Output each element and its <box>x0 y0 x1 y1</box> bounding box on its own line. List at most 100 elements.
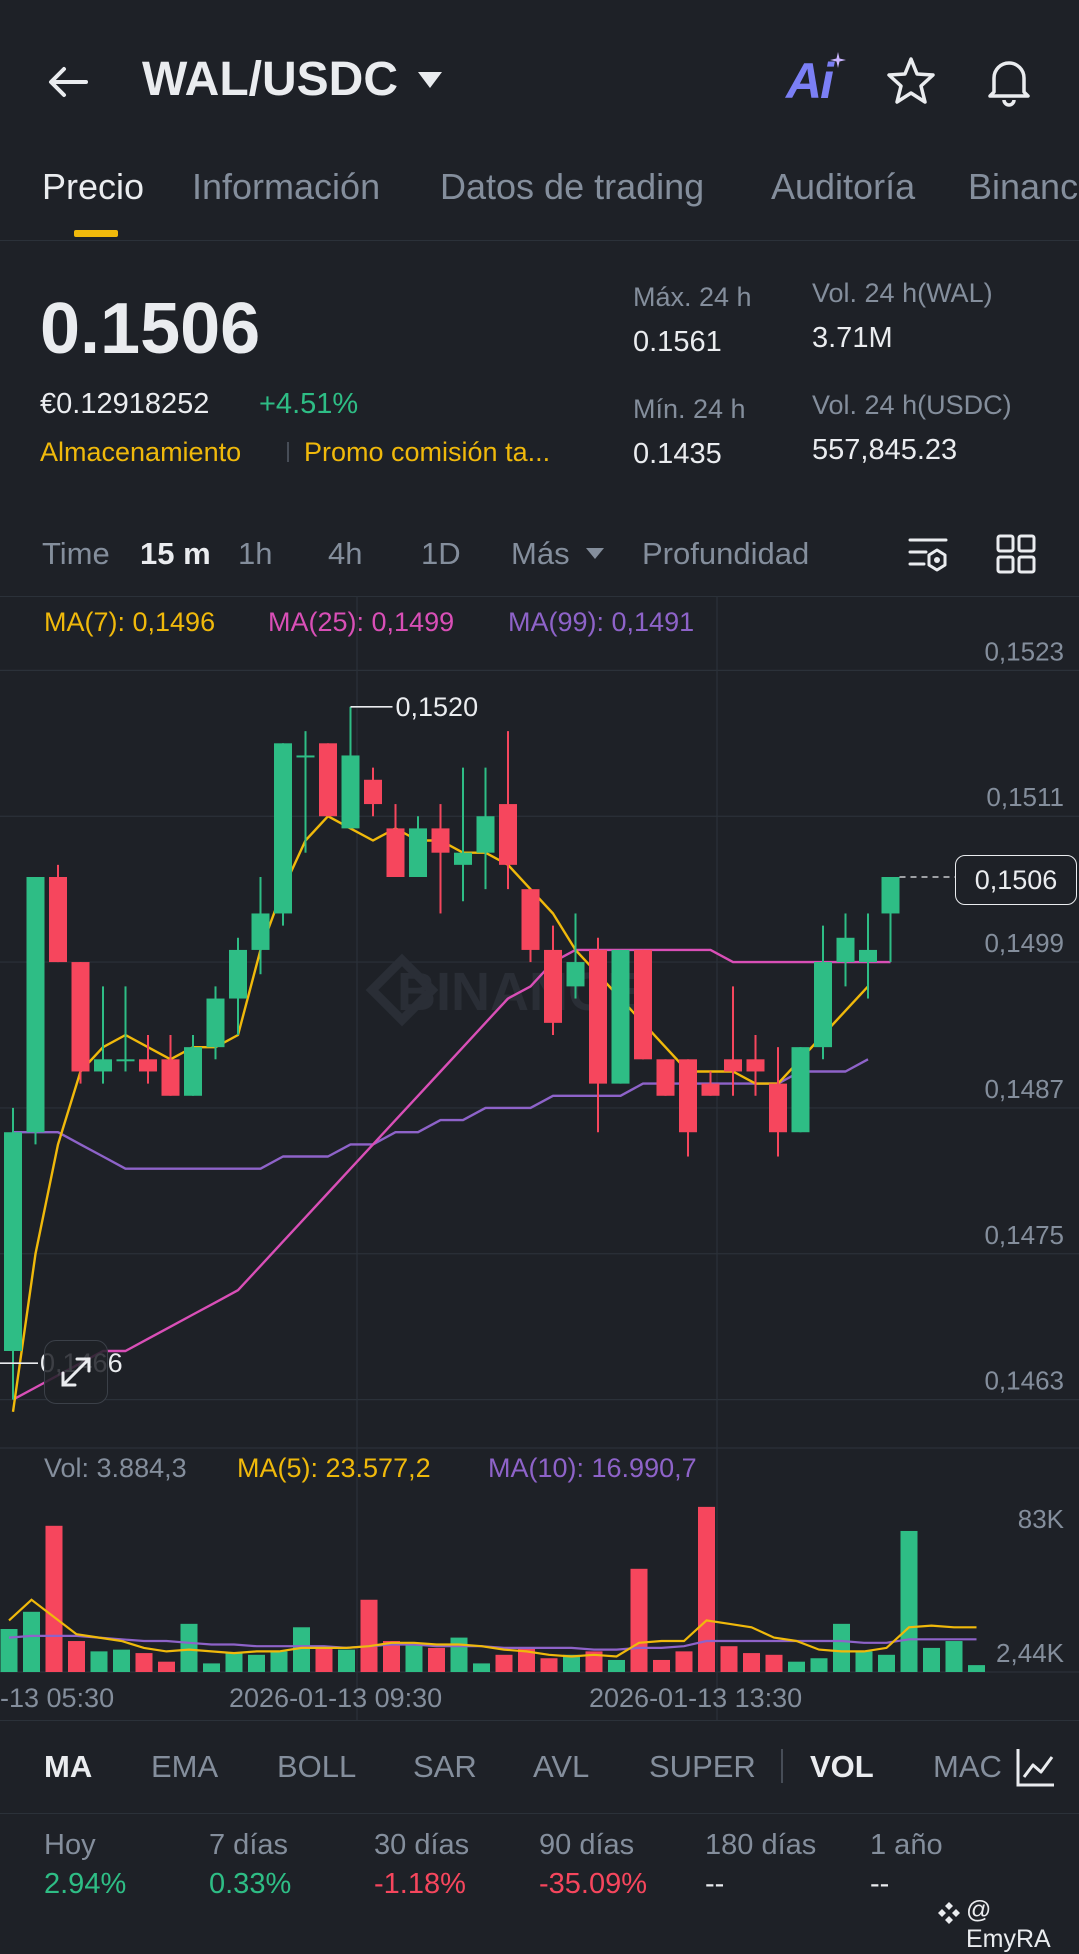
perf-value-1y: -- <box>870 1868 890 1900</box>
interval-15m[interactable]: 15 m <box>140 536 211 571</box>
time-label-1: -13 05:30 <box>0 1683 115 1713</box>
interval-1d[interactable]: 1D <box>421 536 461 571</box>
price-axis-label: 0,1499 <box>984 928 1064 958</box>
interval-1h[interactable]: 1h <box>238 536 273 571</box>
volume-bar <box>135 1653 153 1672</box>
ma25-legend: MA(25): 0,1499 <box>268 607 455 637</box>
perf-value-30d: -1.18% <box>374 1868 466 1900</box>
interval-4h[interactable]: 4h <box>328 536 363 571</box>
volume-bar <box>338 1649 355 1672</box>
category-tag[interactable]: Almacenamiento <box>40 437 242 467</box>
volume-bar <box>833 1623 850 1672</box>
indicator-vol[interactable]: VOL <box>810 1749 874 1784</box>
candle-body <box>791 1047 810 1133</box>
candle-body <box>4 1132 22 1351</box>
candle-body <box>409 828 427 877</box>
volume-bar <box>765 1654 783 1672</box>
star-icon[interactable] <box>884 54 938 108</box>
tab-datos-trading[interactable]: Datos de trading <box>440 166 705 207</box>
more-caret-icon[interactable] <box>585 546 605 560</box>
ai-assistant-button[interactable]: Ai <box>786 53 834 109</box>
volume-bar <box>68 1641 85 1672</box>
back-arrow-icon[interactable] <box>44 58 92 106</box>
price-axis-label: 0,1523 <box>984 636 1064 666</box>
candle-body <box>701 1083 720 1096</box>
volume-axis-label: 2,44K <box>996 1638 1065 1668</box>
candle-body <box>679 1059 697 1133</box>
vol-ma5-line <box>8 1598 977 1658</box>
ma99-line <box>13 1058 869 1170</box>
vol-ma10-legend: MA(10): 16.990,7 <box>488 1453 697 1483</box>
candle-body <box>26 877 45 1133</box>
indicator-ma[interactable]: MA <box>44 1749 93 1784</box>
tab-informacion[interactable]: Información <box>192 166 381 207</box>
tab-auditoria[interactable]: Auditoría <box>771 166 916 207</box>
volume-bar <box>203 1663 220 1672</box>
candlestick-chart[interactable]: 0,15230,15110,14990,14870,14750,1463BINA… <box>0 596 1079 1720</box>
binance-watermark-logo <box>365 953 439 1027</box>
indicator-avl[interactable]: AVL <box>533 1749 590 1784</box>
tab-precio[interactable]: Precio <box>42 166 145 207</box>
volume-bar <box>518 1647 535 1672</box>
caret-down-icon[interactable] <box>416 68 444 92</box>
indicator-tabs: MA EMA BOLL SAR AVL SUPER VOL MAC <box>0 1720 1079 1814</box>
volume-bar <box>900 1530 918 1672</box>
depth-tab[interactable]: Profundidad <box>642 536 810 571</box>
candle-body <box>251 913 270 950</box>
layout-grid-icon[interactable] <box>994 532 1038 576</box>
candle-body <box>296 755 315 758</box>
candle-body <box>116 1059 135 1062</box>
active-tab-indicator <box>74 230 118 237</box>
indicator-boll[interactable]: BOLL <box>277 1749 357 1784</box>
volume-bar <box>180 1623 198 1672</box>
price-axis-label: 0,1463 <box>984 1366 1064 1396</box>
interval-time[interactable]: Time <box>42 536 110 571</box>
indicator-sar[interactable]: SAR <box>413 1749 477 1784</box>
promo-tag[interactable]: Promo comisión ta... <box>304 437 551 467</box>
volume-bar <box>45 1525 63 1672</box>
perf-label-90d: 90 días <box>539 1829 635 1861</box>
volume-bar <box>810 1658 828 1672</box>
indicator-settings-icon[interactable] <box>906 532 950 576</box>
perf-value-180d: -- <box>705 1868 725 1900</box>
chart-settings-icon[interactable] <box>1014 1745 1058 1789</box>
perf-value-7d: 0.33% <box>209 1868 292 1900</box>
indicator-super[interactable]: SUPER <box>649 1749 756 1784</box>
volume-axis-label: 83K <box>1018 1504 1065 1534</box>
trading-pair-title[interactable]: WAL/USDC <box>142 53 398 106</box>
candle-body <box>386 828 405 877</box>
candle-body <box>431 828 450 853</box>
ma7-legend: MA(7): 0,1496 <box>44 607 216 637</box>
candle-body <box>364 779 382 805</box>
volume-bar <box>225 1653 243 1672</box>
price-axis-label: 0,1475 <box>984 1220 1064 1250</box>
volume-bar <box>788 1661 805 1672</box>
candle-body <box>611 949 630 1084</box>
volume-bar <box>248 1654 265 1672</box>
candle-body <box>881 877 900 914</box>
volume-bar <box>90 1651 108 1672</box>
indicator-macd[interactable]: MAC <box>933 1749 1002 1784</box>
ma99-legend: MA(99): 0,1491 <box>508 607 695 637</box>
candle-body <box>94 1059 112 1072</box>
section-tabs: Precio Información Datos de trading Audi… <box>0 160 1079 241</box>
volume-bar <box>315 1647 333 1672</box>
volume-bar <box>0 1629 18 1672</box>
volume-bar <box>968 1665 985 1672</box>
expand-chart-button[interactable] <box>44 1340 108 1404</box>
interval-more[interactable]: Más <box>511 536 570 571</box>
bell-icon[interactable] <box>982 54 1036 108</box>
volume-bar <box>540 1658 558 1672</box>
volume-bar <box>923 1647 940 1672</box>
volume-bar <box>878 1654 895 1672</box>
indicator-ema[interactable]: EMA <box>151 1749 219 1784</box>
volume-bar <box>428 1647 445 1672</box>
sparkle-icon <box>830 52 846 68</box>
candle-body <box>139 1059 157 1072</box>
price-change-percent: +4.51% <box>259 388 359 420</box>
tab-binance[interactable]: Binanc <box>968 166 1079 207</box>
volume-bar <box>113 1649 130 1672</box>
candle-body <box>71 962 90 1072</box>
candle-body <box>229 949 247 999</box>
volume-bar <box>23 1611 40 1672</box>
